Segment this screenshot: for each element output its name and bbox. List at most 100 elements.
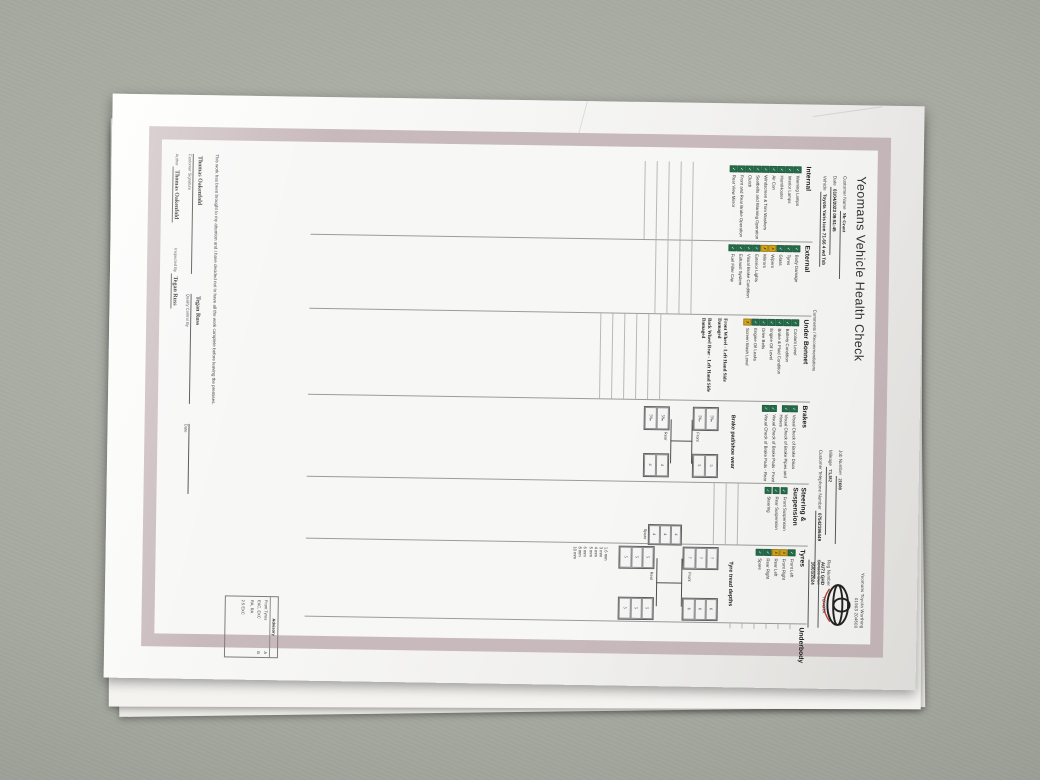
signature-date[interactable]: Date — [182, 423, 201, 495]
item-label: Drive Belts — [761, 328, 767, 350]
check-icon[interactable]: ✓ — [785, 166, 794, 174]
checklist-item[interactable]: ✓ Spare — [755, 548, 764, 623]
signature-line[interactable]: Thomas Oakenfold — [190, 153, 205, 275]
tread-cell: 7 — [695, 547, 707, 569]
check-icon[interactable]: ✓ — [751, 318, 759, 327]
checklist-item[interactable]: ✓ Visual Check of Brake Discs — [789, 405, 798, 483]
checklist-item[interactable]: ✓ Exterior Lights — [752, 244, 761, 315]
checklist-item[interactable]: ✗ Front Right — [779, 549, 788, 623]
checklist-item[interactable]: ✓ Visual Check of Brake Pads - Rear — [761, 404, 770, 483]
inspected-by-field: Inspected By Tegan Russ — [169, 248, 178, 309]
check-icon[interactable]: ✗ — [779, 549, 788, 557]
check-icon[interactable]: ✓ — [761, 165, 770, 174]
check-icon[interactable]: ✗ — [760, 244, 769, 253]
brake-front-right: 5 5 — [692, 453, 719, 478]
item-label: Warning Lamps — [795, 175, 801, 207]
check-icon[interactable]: ✓ — [780, 487, 788, 495]
check-icon[interactable]: ✓ — [775, 319, 783, 327]
check-icon[interactable]: ✓ — [787, 549, 796, 557]
rule-line — [754, 623, 767, 629]
check-icon[interactable]: ✓ — [792, 245, 801, 253]
checklist-item[interactable]: ✗ Rear Left — [771, 549, 780, 623]
checklist-item[interactable]: ✓ Steering — [764, 486, 772, 545]
check-icon[interactable]: ✓ — [784, 245, 793, 253]
check-icon[interactable]: ✓ — [790, 405, 798, 413]
check-icon[interactable]: ✗ — [743, 318, 751, 327]
check-icon[interactable]: ✗ — [768, 244, 777, 253]
item-label: Steering — [766, 496, 772, 513]
check-icon[interactable]: ✓ — [791, 319, 799, 327]
checklist-item[interactable]: ✓ Clutch — [745, 165, 754, 241]
checklist-item[interactable]: ✓ Glass — [776, 245, 785, 315]
check-icon[interactable]: ✓ — [777, 166, 786, 174]
checklist-item[interactable]: ✗ Mirrors — [760, 244, 769, 315]
checklist-item[interactable]: ✓ Engine Oil Level — [766, 318, 775, 401]
field-value: 21600 — [834, 476, 843, 545]
check-icon[interactable]: ✓ — [737, 165, 746, 173]
checklist-item[interactable]: ✓ Fuel Filler Cap — [728, 244, 737, 314]
check-icon[interactable]: ✓ — [745, 165, 754, 174]
rule-line — [713, 483, 727, 545]
item-label: Battery Condition — [784, 328, 791, 362]
check-icon[interactable]: ✗ — [771, 549, 780, 557]
checklist-item[interactable]: ✓ Front and Rear Brake Operation — [737, 165, 746, 240]
check-icon[interactable]: ✓ — [767, 318, 775, 327]
checklist-item[interactable]: ✓ Drive Belts — [758, 318, 767, 401]
check-icon[interactable]: ✓ — [744, 244, 753, 253]
brake-cell: 5‰ — [644, 406, 658, 429]
signature-quality-control[interactable]: Tegan Russ Quality Control By — [184, 293, 203, 405]
checklist-item[interactable]: ✓ Battery Condition — [782, 319, 791, 401]
checklist-item[interactable]: ✓ Rear View Mirror — [729, 165, 738, 240]
item-label: Windscreen & Trim Washers — [762, 175, 769, 231]
signature-customer[interactable]: Thomas Oakenfold Customer Signature — [186, 153, 205, 275]
checklist-item[interactable]: ✓ Rear Suspension — [772, 487, 780, 545]
check-icon[interactable]: ✓ — [772, 487, 780, 495]
item-label: Visual Brake Condition — [745, 253, 752, 298]
item-label: Wipers — [770, 254, 776, 268]
checklist-item[interactable]: ✓ Body Damage — [792, 245, 801, 315]
check-icon[interactable]: ✓ — [761, 404, 770, 413]
check-icon[interactable]: ✓ — [752, 244, 761, 253]
checklist-item[interactable]: ✓ Windscreen & Trim Washers — [761, 165, 770, 241]
check-icon[interactable]: ✓ — [769, 165, 778, 174]
check-icon[interactable]: ✓ — [736, 244, 745, 252]
rule-line — [701, 482, 715, 545]
checklist-item[interactable]: ✓ Visual Brake Condition — [744, 244, 753, 315]
check-icon[interactable]: ✓ — [729, 165, 738, 173]
check-icon[interactable]: ✓ — [764, 486, 772, 495]
checklist-item[interactable]: ✓ Brake & Fluid Condition — [774, 319, 783, 401]
checklist-item[interactable]: ✓ Air Con — [769, 165, 778, 241]
checklist-item[interactable]: ✓ Visual Check of Brake Pads - Front — [769, 404, 778, 483]
checklist-item[interactable]: ✓ Front Suspension — [779, 487, 788, 545]
check-icon[interactable]: ✓ — [755, 548, 764, 557]
field-job-number: Job Number 21600 — [834, 450, 843, 545]
checklist-item[interactable]: ✓ Coolant Level — [790, 319, 799, 401]
checklist-item[interactable]: ✓ Warning Lamps — [793, 166, 802, 241]
check-icon[interactable]: ✓ — [753, 165, 762, 174]
signature-line[interactable]: Tegan Russ — [188, 293, 203, 405]
inspected-by-label: Inspected By — [172, 248, 179, 272]
checklist-item[interactable]: ✓ Visual Check of Brake Pipes and Hoses — [777, 405, 790, 483]
section-title: Tyres — [798, 549, 806, 568]
checklist-item[interactable]: ✓ Seatbelts and Warning Operation — [753, 165, 762, 241]
check-icon[interactable]: ✓ — [782, 405, 790, 413]
item-label: Air Con — [771, 175, 777, 190]
field-value: 16/01/2024 — [807, 559, 816, 628]
checklist-item[interactable]: ✓ Interior Lamps — [785, 166, 794, 241]
checklist-item[interactable]: ✓ Engine Oil Leaks — [750, 318, 759, 401]
check-icon[interactable]: ✓ — [759, 318, 767, 327]
check-icon[interactable]: ✓ — [776, 245, 785, 253]
checklist-item[interactable]: ✓ Exhaust System — [736, 244, 745, 314]
check-icon[interactable]: ✓ — [783, 319, 791, 327]
check-icon[interactable]: ✓ — [763, 548, 772, 557]
check-icon[interactable]: ✓ — [769, 404, 778, 413]
check-icon[interactable]: ✓ — [793, 166, 802, 174]
signature-line[interactable] — [187, 423, 201, 495]
check-icon[interactable]: ✓ — [728, 244, 737, 252]
checklist-item[interactable]: ✗ Screen Wash Level — [742, 318, 751, 401]
checklist-item[interactable]: ✓ Rear Right — [763, 548, 772, 623]
checklist-item[interactable]: ✓ Horn/Hooter — [777, 166, 786, 241]
checklist-item[interactable]: ✗ Wipers — [768, 244, 777, 315]
checklist-item[interactable]: ✓ Front Left — [787, 549, 796, 623]
checklist-item[interactable]: ✓ Tyres — [784, 245, 793, 315]
